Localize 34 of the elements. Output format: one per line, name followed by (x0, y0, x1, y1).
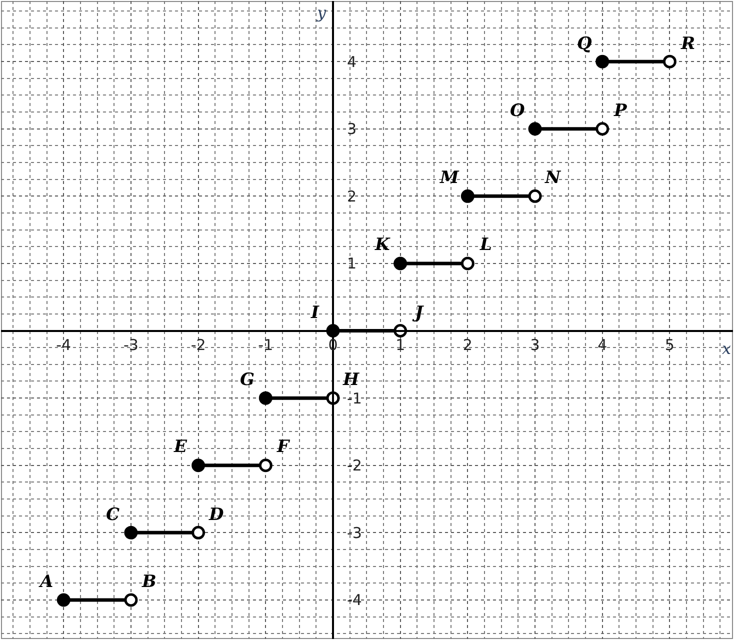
y-axis-title: y (316, 3, 327, 22)
annotation: E (173, 437, 188, 457)
annotation: D (208, 505, 224, 525)
annotation: N (544, 168, 562, 188)
y-tick-label: 4 (346, 52, 357, 71)
annotation: M (439, 168, 460, 188)
annotation: C (106, 505, 120, 525)
x-axis-title: x (722, 339, 732, 358)
y-tick-label: -4 (346, 591, 362, 610)
x-tick-label: -3 (123, 336, 138, 354)
annotation: B (141, 572, 156, 592)
annotation: K (374, 235, 391, 255)
annotation: P (613, 101, 628, 121)
y-tick-label: -1 (346, 389, 362, 408)
annotation: J (412, 303, 424, 323)
y-tick-label: 3 (346, 120, 357, 138)
x-tick-label: -2 (190, 336, 206, 354)
x-tick-label: -1 (258, 336, 274, 354)
annotation: I (310, 303, 320, 323)
x-tick-label: 5 (664, 336, 674, 354)
annotation: F (276, 437, 291, 457)
x-tick-label: 4 (598, 336, 608, 354)
y-tick-label: 1 (346, 254, 357, 273)
annotation: G (240, 370, 255, 390)
y-tick-label: -2 (346, 456, 362, 475)
annotation: O (510, 101, 525, 121)
annotation: L (479, 235, 492, 255)
annotation: R (680, 34, 696, 54)
x-tick-label: -4 (56, 336, 72, 354)
annotation: A (38, 572, 54, 592)
y-tick-label: 2 (346, 187, 357, 206)
annotation: H (342, 370, 360, 390)
annotation: Q (577, 34, 592, 54)
y-tick-label: -3 (346, 524, 362, 542)
